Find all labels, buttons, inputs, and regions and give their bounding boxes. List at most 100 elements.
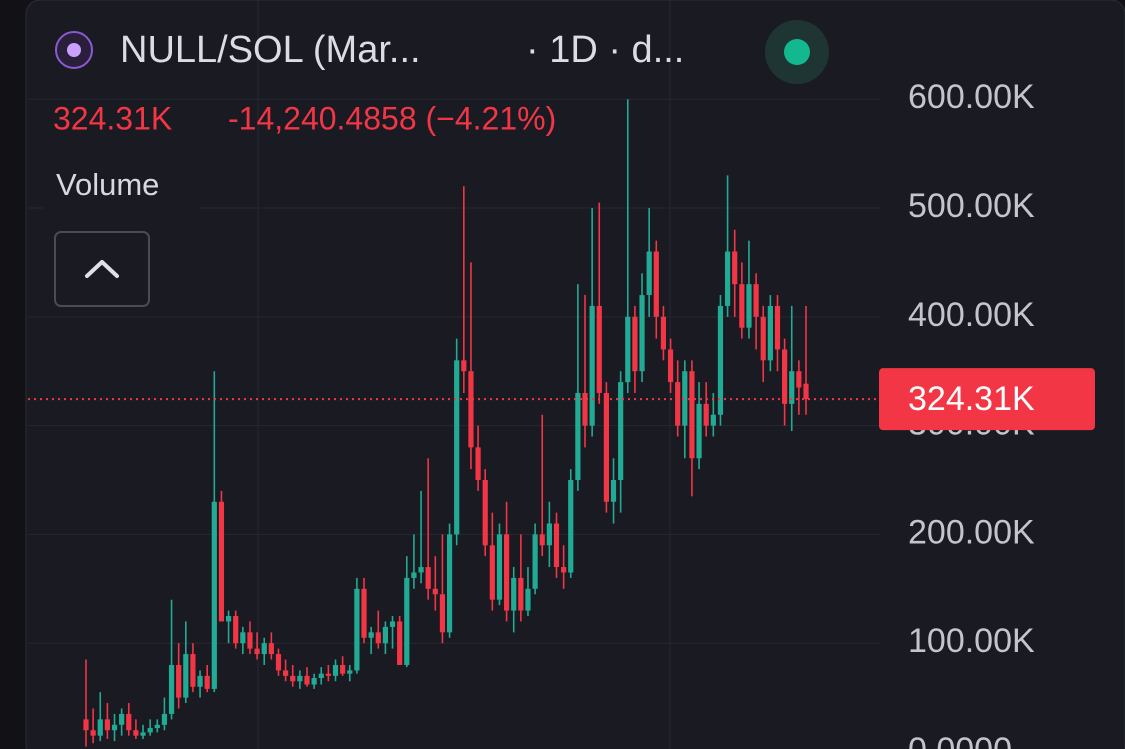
candle-body xyxy=(325,673,331,676)
candle-body xyxy=(439,594,446,633)
candle-body xyxy=(475,447,481,481)
y-tick-label: 200.00K xyxy=(908,513,1035,551)
candle-body xyxy=(596,305,602,393)
candle-body xyxy=(311,678,317,685)
candle-body xyxy=(732,251,738,285)
candle-body xyxy=(639,295,645,372)
candle-body xyxy=(710,414,716,426)
candle-body xyxy=(760,316,766,361)
candle-body xyxy=(218,501,225,622)
candle-body xyxy=(126,713,132,731)
candle-body xyxy=(233,616,239,644)
candle-body xyxy=(667,349,674,383)
candle-body xyxy=(468,371,474,448)
candle-body xyxy=(404,577,410,665)
candle-body xyxy=(789,371,795,404)
candle-body xyxy=(746,284,752,328)
candle-body xyxy=(511,577,517,611)
last-price-box xyxy=(879,368,1095,431)
candle-body xyxy=(147,728,153,733)
candle-body xyxy=(176,664,182,698)
candle-body xyxy=(632,316,638,372)
candle-body xyxy=(225,616,232,622)
candle-body xyxy=(133,730,139,736)
candle-body xyxy=(582,392,588,426)
candle-body xyxy=(682,371,688,426)
candle-body xyxy=(368,632,374,638)
candle-body xyxy=(283,670,289,676)
collapse-button[interactable] xyxy=(54,231,150,307)
candle-body xyxy=(190,654,196,687)
candle-body xyxy=(304,675,310,685)
candle-body xyxy=(382,626,389,644)
candle-body xyxy=(183,654,189,698)
candle-body xyxy=(97,719,103,736)
candle-body xyxy=(354,588,360,671)
candle-body xyxy=(653,251,659,317)
candle-body xyxy=(532,534,538,589)
candle-body xyxy=(518,577,524,611)
candle-body xyxy=(568,480,574,573)
y-tick-label: 400.00K xyxy=(908,296,1035,334)
candle-body xyxy=(461,360,467,372)
candles xyxy=(83,99,809,747)
candle-body xyxy=(375,632,381,644)
grid xyxy=(28,0,880,749)
candle-body xyxy=(774,305,781,350)
y-tick-label: 600.00K xyxy=(908,78,1035,116)
candle-body xyxy=(418,567,424,573)
candle-body xyxy=(297,675,303,682)
candle-body xyxy=(411,572,417,578)
candle-body xyxy=(197,675,203,687)
candle-body xyxy=(482,480,488,546)
candle-body xyxy=(739,284,745,328)
candle-body xyxy=(625,316,631,383)
candle-body xyxy=(425,567,431,589)
candle-body xyxy=(254,648,260,655)
candle-body xyxy=(782,349,788,404)
candle-body xyxy=(796,371,802,388)
candle-body xyxy=(646,251,652,296)
candle-body xyxy=(154,724,160,729)
candle-body xyxy=(675,382,681,426)
candle-body xyxy=(803,383,809,400)
candle-body xyxy=(90,730,96,736)
panel xyxy=(25,0,1125,749)
candle-body xyxy=(83,719,89,731)
candle-body xyxy=(717,305,724,415)
candle-body xyxy=(703,403,709,426)
candle-body xyxy=(561,567,567,573)
candle-body xyxy=(446,534,453,633)
last-price-label: 324.31K xyxy=(908,380,1035,418)
study-bg xyxy=(44,164,200,210)
candle-body xyxy=(503,534,510,611)
candle-body xyxy=(247,632,253,649)
candle-body xyxy=(689,371,695,459)
study: Volume xyxy=(56,167,159,202)
symbol-icon-core xyxy=(67,43,81,57)
status-dot xyxy=(784,39,810,65)
candle-body xyxy=(347,670,353,674)
candle-body xyxy=(767,305,773,361)
candle-body xyxy=(268,643,274,655)
candle-body xyxy=(104,719,110,731)
candle-body xyxy=(211,501,217,689)
candle-body xyxy=(140,732,146,736)
candle-body xyxy=(589,305,595,426)
candle-body xyxy=(546,523,552,546)
chevron xyxy=(85,260,119,278)
candle-body xyxy=(111,724,118,731)
candle-body xyxy=(496,534,503,600)
y-tick-label: 100.00K xyxy=(908,622,1035,660)
candle-body xyxy=(660,316,667,350)
price: 324.31K xyxy=(53,100,172,136)
candle-body xyxy=(168,664,175,714)
candle-body xyxy=(525,588,531,611)
candle-body xyxy=(119,713,125,725)
candle-body xyxy=(724,251,731,306)
symbol: NULL/SOL (Mar... xyxy=(120,29,421,71)
candle-body xyxy=(618,382,624,481)
change: -14,240.4858 (−4.21%) xyxy=(228,100,556,136)
